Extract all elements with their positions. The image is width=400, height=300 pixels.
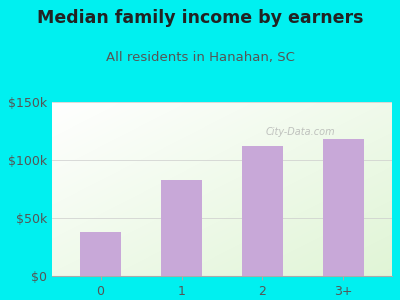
Text: City-Data.com: City-Data.com bbox=[265, 127, 335, 136]
Text: Median family income by earners: Median family income by earners bbox=[37, 9, 363, 27]
Bar bbox=[242, 146, 283, 276]
Text: All residents in Hanahan, SC: All residents in Hanahan, SC bbox=[106, 51, 294, 64]
Bar bbox=[161, 180, 202, 276]
Bar bbox=[323, 139, 364, 276]
Bar bbox=[80, 232, 121, 276]
